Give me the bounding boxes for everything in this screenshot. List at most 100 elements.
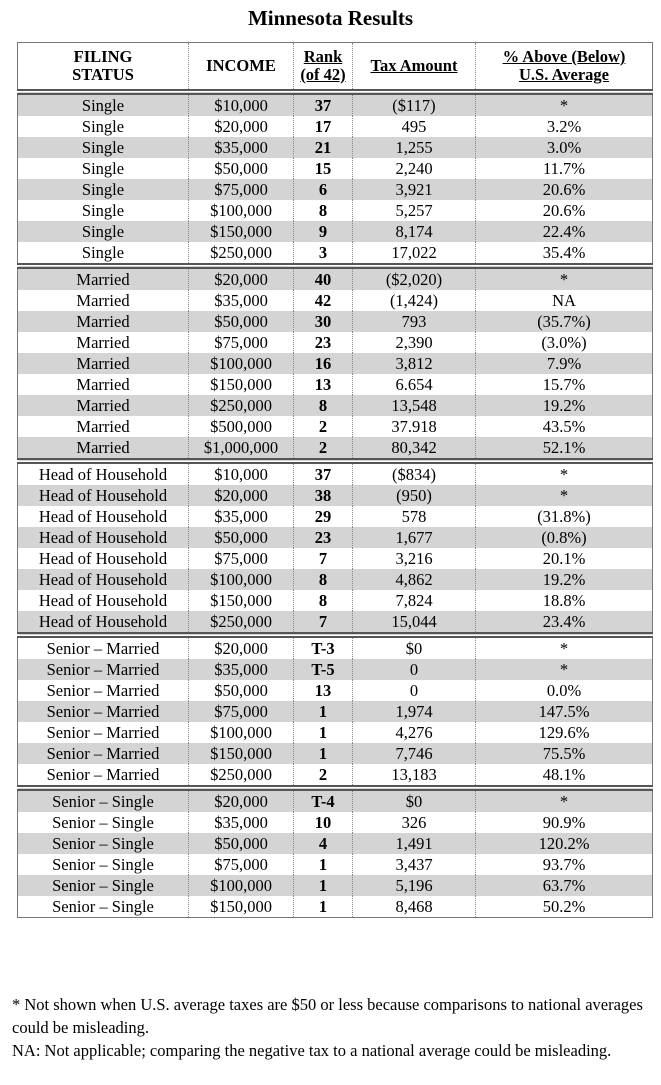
table-row: Senior – Single $20,000 T-4 $0 * xyxy=(17,785,653,812)
header: Tax Amount xyxy=(352,42,476,92)
table-cell: 9 xyxy=(293,221,353,242)
table-row: Head of Household $10,000 37 ($834) * xyxy=(17,458,653,485)
table-cell: 6.654 xyxy=(352,374,476,395)
table-cell: (35.7%) xyxy=(475,311,653,332)
table-cell: 1 xyxy=(293,854,353,875)
table-row: Senior – Married $20,000 T-3 $0 * xyxy=(17,632,653,659)
table-cell: $100,000 xyxy=(188,353,294,374)
table-cell: $50,000 xyxy=(188,158,294,179)
table-cell: Senior – Married xyxy=(46,723,160,742)
table-cell: 42 xyxy=(293,290,353,311)
table-cell: 578 xyxy=(352,506,476,527)
table-row: Married $100,000 16 3,812 7.9% xyxy=(17,353,653,374)
table-cell: Senior – Single xyxy=(52,813,154,832)
table-cell: 4 xyxy=(293,833,353,854)
table-cell: 17,022 xyxy=(352,242,476,266)
table-row: Head of Household $150,000 8 7,824 18.8% xyxy=(18,590,653,611)
table-cell: 15.7% xyxy=(475,374,653,395)
header: INCOME xyxy=(188,42,294,92)
table-cell: Married xyxy=(17,395,189,416)
table-cell: 52.1% xyxy=(475,437,653,461)
table-cell: 147.5% xyxy=(475,701,653,722)
row-group: Married $20,000 40 ($2,020) * Married $35,000 4… xyxy=(17,263,653,461)
table-row: Senior – Married $150,000 1 7,746 75.5% xyxy=(17,743,653,764)
table-cell: 20.6% xyxy=(475,179,653,200)
table-cell: 3 xyxy=(293,242,353,266)
table-row: Single $35,000 21 1,255 3.0% xyxy=(17,137,653,158)
table-cell: Senior – Married xyxy=(17,659,189,680)
table-cell: Single xyxy=(81,201,125,220)
table-cell: $20,000 xyxy=(188,116,294,137)
table-cell: $250,000 xyxy=(188,395,294,416)
table-cell: 8 xyxy=(293,569,353,590)
table-cell: 50.2% xyxy=(475,896,653,918)
table-cell: $150,000 xyxy=(188,221,294,242)
table-cell: $35,000 xyxy=(188,137,294,158)
table-cell: Senior – Single xyxy=(17,833,189,854)
table-cell: Senior – Married xyxy=(17,701,189,722)
table-cell: 4,276 xyxy=(352,722,476,743)
table-cell: Married xyxy=(17,353,189,374)
table-cell: 3,812 xyxy=(352,353,476,374)
table-cell: Senior – Married xyxy=(17,632,189,659)
table-row: Senior – Married $75,000 1 1,974 147.5% xyxy=(17,701,653,722)
table-cell: 18.8% xyxy=(475,590,653,611)
table-cell: 2,390 xyxy=(352,332,476,353)
table-row: Senior – Married $50,000 13 0 0.0% xyxy=(18,680,653,701)
table-cell: $35,000 xyxy=(188,659,294,680)
table-cell: 35.4% xyxy=(475,242,653,266)
table-row: Senior – Married $100,000 1 4,276 129.6% xyxy=(18,722,653,743)
table-cell: 48.1% xyxy=(475,764,653,788)
row-group: Senior – Single $20,000 T-4 $0 * Senior – Sin… xyxy=(17,785,653,918)
table-cell: 13 xyxy=(293,374,353,395)
table-row: Head of Household $75,000 7 3,216 20.1% xyxy=(18,548,653,569)
table-cell: 17 xyxy=(293,116,353,137)
table-cell: 19.2% xyxy=(475,395,653,416)
table-cell: T-5 xyxy=(293,659,353,680)
table-cell: $250,000 xyxy=(188,242,294,266)
row-group: Head of Household $10,000 37 ($834) * Head of… xyxy=(17,458,653,635)
table-cell: $10,000 xyxy=(188,458,294,485)
table-cell: T-4 xyxy=(293,785,353,812)
table-cell: $20,000 xyxy=(188,785,294,812)
table-cell: 23.4% xyxy=(475,611,653,635)
table-row: Single $250,000 3 17,022 35.4% xyxy=(18,242,653,266)
table-cell: 0.0% xyxy=(475,680,653,701)
table-cell: 8 xyxy=(293,590,353,611)
table-cell: ($834) xyxy=(352,458,476,485)
table-cell: * xyxy=(475,89,653,116)
table-cell: Single xyxy=(81,117,125,136)
table-cell: $35,000 xyxy=(188,290,294,311)
table-cell: $250,000 xyxy=(188,611,294,635)
table-row: Head of Household $100,000 8 4,862 19.2% xyxy=(17,569,653,590)
table-row: Single $50,000 15 2,240 11.7% xyxy=(18,158,653,179)
table-cell: $0 xyxy=(352,632,476,659)
table-cell: 1 xyxy=(293,722,353,743)
table-cell: $10,000 xyxy=(188,89,294,116)
table-row: Married $1,000,000 2 80,342 52.1% xyxy=(17,437,653,461)
table-cell: 20.6% xyxy=(475,200,653,221)
header: FILING STATUS xyxy=(72,47,134,84)
table-cell: 30 xyxy=(293,311,353,332)
table-cell: ($2,020) xyxy=(352,263,476,290)
table-row: Senior – Married $35,000 T-5 0 * xyxy=(17,659,653,680)
table-cell: 4,862 xyxy=(352,569,476,590)
table-cell: Senior – Married xyxy=(17,743,189,764)
table-cell: (950) xyxy=(352,485,476,506)
table-cell: 7.9% xyxy=(475,353,653,374)
table-cell: (3.0%) xyxy=(475,332,653,353)
table-cell: Head of Household xyxy=(17,611,189,635)
table-cell: $75,000 xyxy=(188,332,294,353)
header-row: FILING STATUS INCOME Rank (of 42) Tax Am… xyxy=(18,42,653,92)
table-cell: Senior – Single xyxy=(17,785,189,812)
table-cell: 3,437 xyxy=(352,854,476,875)
table-cell: Senior – Single xyxy=(52,855,154,874)
table-cell: Married xyxy=(17,263,189,290)
table-cell: 1,255 xyxy=(352,137,476,158)
table-cell: 3,921 xyxy=(352,179,476,200)
table-cell: 1 xyxy=(293,701,353,722)
title: Minnesota Results xyxy=(247,6,414,30)
table-cell: 37.918 xyxy=(352,416,476,437)
table-cell: 8,468 xyxy=(352,896,476,918)
table-row: Married $50,000 30 793 (35.7%) xyxy=(17,311,653,332)
